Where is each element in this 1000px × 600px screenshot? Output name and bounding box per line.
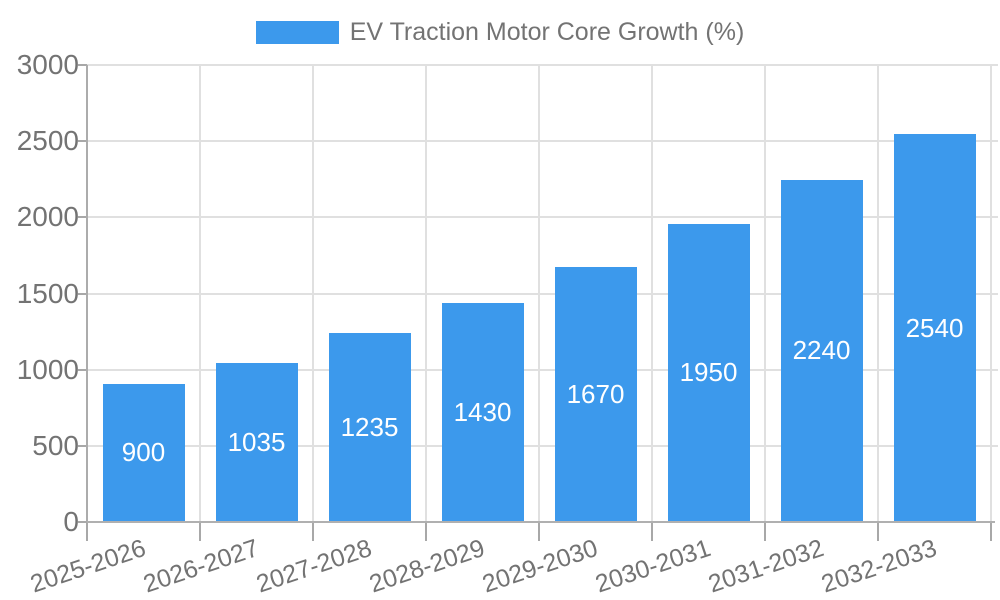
bar-value-label: 2540 [905, 312, 964, 343]
bar-value-label: 1670 [566, 378, 625, 409]
bar-value-label: 900 [121, 437, 166, 468]
horizontal-gridline [87, 292, 998, 295]
y-tick [78, 140, 87, 143]
bar[interactable]: 1950 [667, 223, 750, 521]
horizontal-gridline [87, 444, 998, 447]
y-axis-label: 1500 [16, 277, 79, 309]
y-axis-line [86, 65, 88, 522]
y-axis-label: 1000 [16, 353, 79, 385]
y-axis-label: 500 [32, 429, 79, 461]
vertical-gridline [538, 65, 540, 522]
horizontal-gridline [87, 64, 998, 66]
y-tick [78, 368, 87, 371]
bar[interactable]: 2240 [780, 179, 863, 521]
x-tick [764, 523, 766, 541]
bar[interactable]: 1235 [328, 332, 411, 521]
x-tick [651, 523, 653, 541]
y-tick [78, 444, 87, 447]
bar[interactable]: 1670 [554, 266, 637, 521]
y-tick [78, 521, 87, 523]
x-tick [538, 523, 540, 541]
y-axis-label: 3000 [16, 49, 79, 80]
horizontal-gridline [87, 368, 998, 371]
x-baseline [87, 521, 995, 523]
x-tick [425, 523, 427, 541]
horizontal-gridline [87, 216, 998, 219]
vertical-gridline [312, 65, 314, 522]
x-tick [877, 523, 879, 541]
y-axis-label: 2000 [16, 201, 79, 233]
vertical-gridline [877, 65, 879, 522]
y-tick [78, 292, 87, 295]
x-tick [199, 523, 201, 541]
legend-label: EV Traction Motor Core Growth (%) [349, 17, 745, 46]
y-axis-label: 2500 [16, 125, 79, 157]
bar[interactable]: 900 [102, 383, 185, 521]
bar-value-label: 2240 [792, 335, 851, 366]
vertical-gridline [199, 65, 201, 522]
vertical-gridline [651, 65, 653, 522]
bar-value-label: 1950 [679, 357, 738, 388]
x-tick [990, 523, 992, 541]
bar[interactable]: 2540 [893, 134, 976, 521]
legend-swatch [255, 20, 339, 44]
bar[interactable]: 1430 [441, 303, 524, 521]
vertical-gridline [990, 65, 992, 522]
y-axis-label: 0 [63, 506, 79, 537]
x-tick [86, 523, 88, 541]
vertical-gridline [764, 65, 766, 522]
legend: EV Traction Motor Core Growth (%) [0, 17, 1000, 47]
bar-value-label: 1430 [453, 397, 512, 428]
vertical-gridline [425, 65, 427, 522]
y-tick [78, 216, 87, 219]
y-tick [78, 64, 87, 66]
bar-value-label: 1235 [340, 411, 399, 442]
bar[interactable]: 1035 [215, 363, 298, 521]
x-tick [312, 523, 314, 541]
horizontal-gridline [87, 140, 998, 143]
bar-value-label: 1035 [227, 427, 286, 458]
plot-area: 900 1035 1235 1430 1670 1950 2240 2540 [78, 64, 998, 541]
